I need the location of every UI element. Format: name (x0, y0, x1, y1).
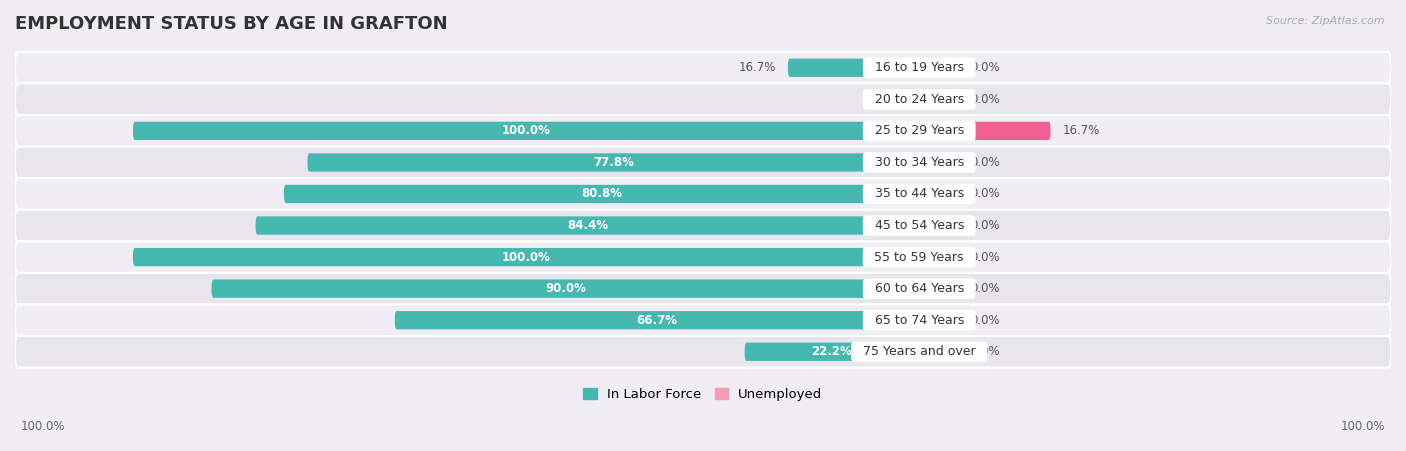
Text: 0.0%: 0.0% (970, 345, 1000, 358)
Text: 25 to 29 Years: 25 to 29 Years (866, 124, 972, 138)
Text: 90.0%: 90.0% (546, 282, 586, 295)
FancyBboxPatch shape (920, 122, 1050, 140)
Text: EMPLOYMENT STATUS BY AGE IN GRAFTON: EMPLOYMENT STATUS BY AGE IN GRAFTON (15, 15, 447, 33)
Text: 0.0%: 0.0% (970, 282, 1000, 295)
Text: 0.0%: 0.0% (970, 188, 1000, 201)
FancyBboxPatch shape (15, 147, 1391, 178)
FancyBboxPatch shape (15, 241, 1391, 273)
FancyBboxPatch shape (15, 178, 1391, 210)
Text: 100.0%: 100.0% (1340, 420, 1385, 433)
Text: 75 Years and over: 75 Years and over (855, 345, 984, 358)
FancyBboxPatch shape (15, 115, 1391, 147)
Text: 100.0%: 100.0% (502, 251, 551, 263)
Text: 35 to 44 Years: 35 to 44 Years (866, 188, 972, 201)
Text: 0.0%: 0.0% (970, 251, 1000, 263)
Text: 77.8%: 77.8% (593, 156, 634, 169)
FancyBboxPatch shape (284, 185, 920, 203)
FancyBboxPatch shape (308, 153, 920, 171)
Text: 100.0%: 100.0% (21, 420, 66, 433)
Text: 60 to 64 Years: 60 to 64 Years (866, 282, 972, 295)
FancyBboxPatch shape (920, 90, 959, 109)
FancyBboxPatch shape (15, 304, 1391, 336)
Text: 16.7%: 16.7% (738, 61, 776, 74)
FancyBboxPatch shape (920, 153, 959, 171)
Text: Source: ZipAtlas.com: Source: ZipAtlas.com (1267, 16, 1385, 26)
FancyBboxPatch shape (134, 248, 920, 266)
FancyBboxPatch shape (15, 273, 1391, 304)
Text: 84.4%: 84.4% (567, 219, 607, 232)
FancyBboxPatch shape (745, 343, 920, 361)
Text: 0.0%: 0.0% (970, 314, 1000, 327)
Text: 65 to 74 Years: 65 to 74 Years (866, 314, 972, 327)
Text: 0.0%: 0.0% (970, 219, 1000, 232)
Text: 45 to 54 Years: 45 to 54 Years (866, 219, 972, 232)
FancyBboxPatch shape (920, 280, 959, 298)
Text: 22.2%: 22.2% (811, 345, 852, 358)
Text: 0.0%: 0.0% (970, 93, 1000, 106)
FancyBboxPatch shape (211, 280, 920, 298)
FancyBboxPatch shape (15, 83, 1391, 115)
FancyBboxPatch shape (787, 59, 920, 77)
FancyBboxPatch shape (256, 216, 920, 235)
FancyBboxPatch shape (920, 311, 959, 329)
FancyBboxPatch shape (920, 185, 959, 203)
Text: 55 to 59 Years: 55 to 59 Years (866, 251, 972, 263)
FancyBboxPatch shape (920, 248, 959, 266)
FancyBboxPatch shape (15, 210, 1391, 241)
FancyBboxPatch shape (395, 311, 920, 329)
FancyBboxPatch shape (15, 52, 1391, 83)
Text: 0.0%: 0.0% (970, 156, 1000, 169)
Text: 30 to 34 Years: 30 to 34 Years (866, 156, 972, 169)
Text: 66.7%: 66.7% (637, 314, 678, 327)
FancyBboxPatch shape (920, 343, 959, 361)
FancyBboxPatch shape (920, 216, 959, 235)
Text: 16 to 19 Years: 16 to 19 Years (866, 61, 972, 74)
FancyBboxPatch shape (920, 59, 959, 77)
Text: 16.7%: 16.7% (1063, 124, 1099, 138)
Text: 0.0%: 0.0% (877, 93, 907, 106)
Text: 20 to 24 Years: 20 to 24 Years (866, 93, 972, 106)
Text: 100.0%: 100.0% (502, 124, 551, 138)
Text: 80.8%: 80.8% (581, 188, 621, 201)
FancyBboxPatch shape (134, 122, 920, 140)
Legend: In Labor Force, Unemployed: In Labor Force, Unemployed (578, 383, 828, 407)
FancyBboxPatch shape (15, 336, 1391, 368)
Text: 0.0%: 0.0% (970, 61, 1000, 74)
